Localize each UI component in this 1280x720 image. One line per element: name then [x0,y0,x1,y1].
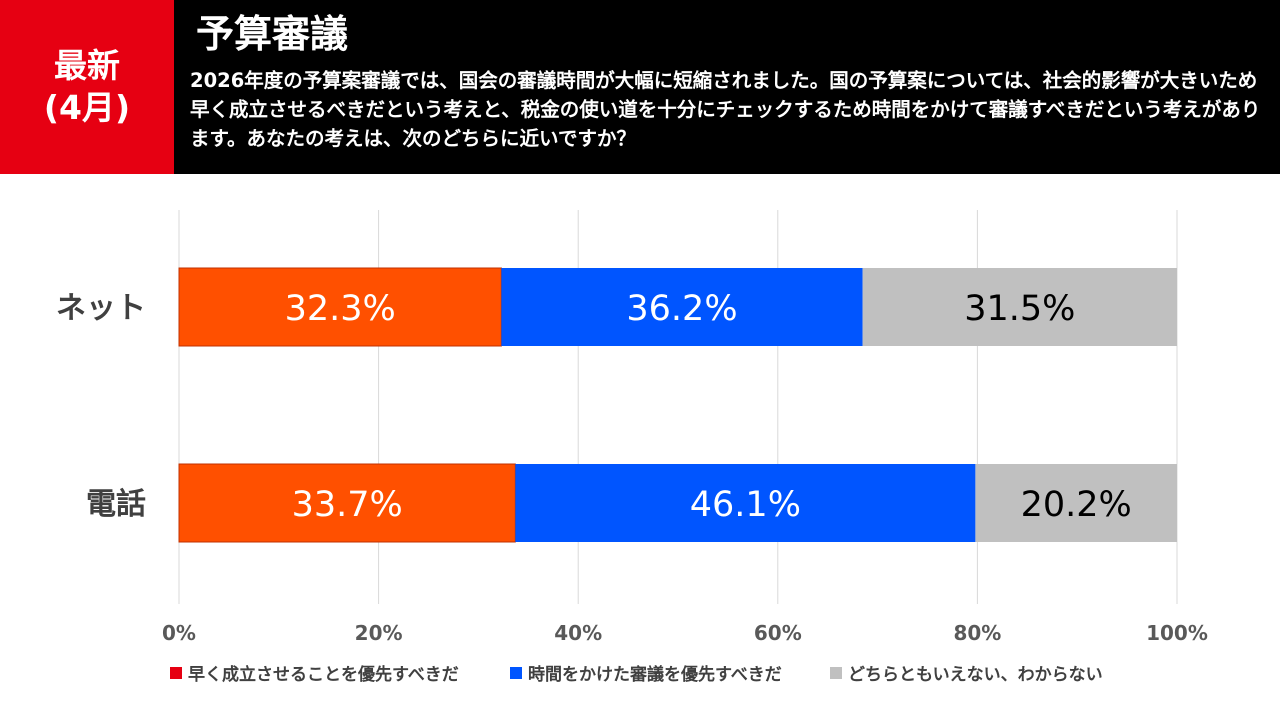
x-tick-label-2: 40% [554,621,602,645]
latest-badge: 最新 (4月) [0,0,174,174]
stacked-bar-chart: 0% 20% 40% 60% 80% 100% ネット 32.3% 36.2% 31.5% 電話 33… [56,210,1208,645]
x-tick-label-4: 80% [953,621,1001,645]
bar-segment-0-2 [862,268,1177,346]
bar-segment-0-1 [501,268,863,346]
legend-swatch-2 [510,666,522,679]
badge-line-2: (4月) [43,88,131,127]
legend-item-3: どちらともいえない、わからない [830,660,1103,685]
x-tick-label-0: 0% [162,621,196,645]
legend-label-1: 早く成立させることを優先すべきだ [188,665,459,685]
category-label-1: 電話 [86,487,146,522]
x-tick-label-1: 20% [355,621,403,645]
legend-label-2: 時間をかけた審議を優先すべきだ [528,665,782,685]
legend-swatch-1 [170,666,182,679]
legend-label-3: どちらともいえない、わからない [848,665,1103,685]
bar-segment-1-1 [515,464,976,542]
data-label-1-2: 20.2% [1021,485,1132,525]
data-label-0-0: 32.3% [285,289,396,329]
bar-segment-1-2 [975,464,1177,542]
data-label-0-2: 31.5% [964,289,1075,329]
category-label-0: ネット [56,291,146,326]
survey-question: 2026年度の予算案審議では、国会の審議時間が大幅に短縮されました。国の予算案に… [190,69,1261,150]
page-title: 予算審議 [196,12,349,56]
x-tick-label-5: 100% [1146,621,1208,645]
x-tick-label-3: 60% [754,621,802,645]
legend-item-2: 時間をかけた審議を優先すべきだ [510,660,782,685]
data-label-0-1: 36.2% [626,289,737,329]
data-label-1-0: 33.7% [292,485,403,525]
header-bar [0,0,1280,174]
legend-swatch-3 [830,666,842,679]
badge-line-1: 最新 [54,46,120,85]
legend-item-1: 早く成立させることを優先すべきだ [170,660,459,685]
data-label-1-1: 46.1% [690,485,801,525]
